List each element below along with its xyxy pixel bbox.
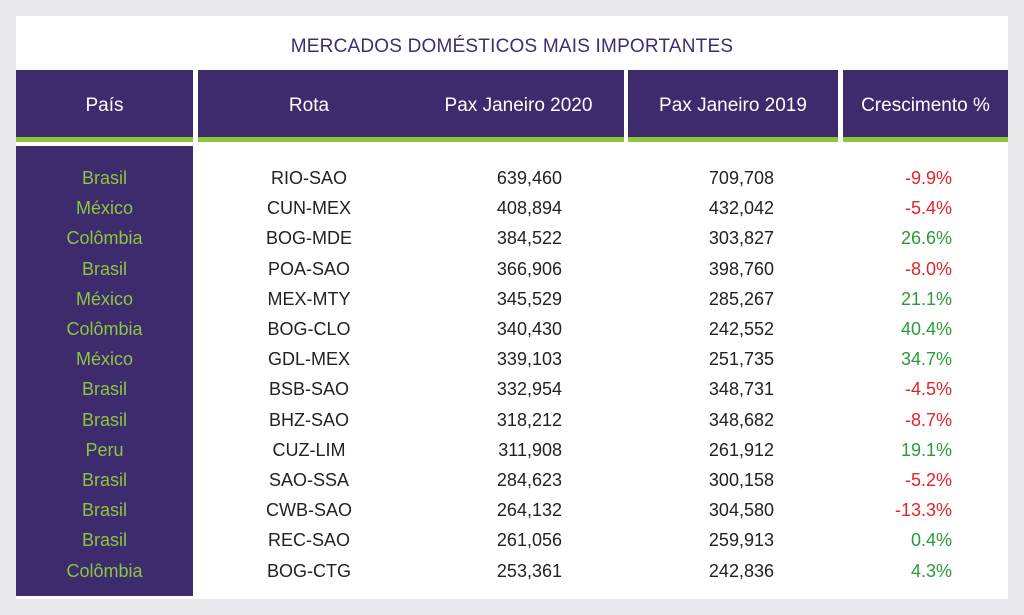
table-row: Brasil REC-SAO 261,056 259,913 0.4%	[16, 525, 1008, 555]
cell-rota: GDL-MEX	[267, 349, 350, 370]
table-row: Brasil BSB-SAO 332,954 348,731 -4.5%	[16, 374, 1008, 404]
cell-pais: Colômbia	[66, 560, 143, 581]
cell-rota: BOG-CLO	[267, 319, 351, 339]
cell-rota: CWB-SAO	[265, 500, 352, 521]
cell-pax-2020: 332,954	[496, 379, 562, 400]
cell-pais: Peru	[85, 439, 124, 460]
cell-pax-2019: 709,708	[708, 168, 774, 188]
cell-pais: Brasil	[81, 470, 127, 490]
cell-pax-2020: 284,623	[496, 470, 562, 490]
cell-pax-2020: 384,522	[496, 228, 562, 249]
cell-pax-2019: 251,735	[708, 349, 774, 370]
cell-rota: CUN-MEX	[267, 198, 351, 219]
cell-pais: México	[75, 198, 133, 219]
table-row: Brasil RIO-SAO 639,460 709,708 -9.9%	[16, 163, 1008, 193]
cell-pax-2020: 639,460	[496, 168, 562, 188]
cell-pais: Brasil	[81, 258, 127, 279]
cell-crescimento: 4.3%	[910, 560, 952, 581]
cell-pax-2019: 304,580	[708, 500, 774, 521]
cell-pax-2019: 300,158	[708, 470, 774, 490]
cell-crescimento: -13.3%	[894, 500, 952, 521]
cell-pax-2020: 261,056	[496, 530, 562, 551]
cell-crescimento: 0.4%	[910, 530, 952, 551]
header-crescimento: Crescimento %	[843, 70, 1008, 142]
cell-pax-2019: 398,760	[708, 258, 774, 279]
cell-pais: Brasil	[81, 500, 127, 521]
cell-pax-2020: 264,132	[496, 500, 562, 521]
cell-pais: Brasil	[81, 379, 127, 400]
cell-pax-2019: 259,913	[708, 530, 774, 551]
header-pax-2020: Pax Janeiro 2020	[413, 70, 624, 142]
cell-pax-2019: 285,267	[708, 288, 774, 309]
cell-crescimento: -5.4%	[904, 198, 952, 219]
header-pais: País	[16, 70, 193, 142]
cell-pax-2019: 242,552	[708, 319, 774, 339]
cell-crescimento: -9.9%	[904, 168, 952, 188]
table-title: MERCADOS DOMÉSTICOS MAIS IMPORTANTES	[290, 36, 734, 57]
cell-crescimento: 26.6%	[900, 228, 952, 249]
cell-pax-2019: 348,682	[708, 409, 774, 430]
cell-pax-2019: 348,731	[708, 379, 774, 400]
table-row: Peru CUZ-LIM 311,908 261,912 19.1%	[16, 435, 1008, 465]
cell-crescimento: -8.7%	[904, 409, 952, 430]
cell-crescimento: 21.1%	[900, 288, 952, 309]
cell-crescimento: -8.0%	[904, 258, 952, 279]
cell-rota: POA-SAO	[267, 258, 351, 279]
table-row: Brasil POA-SAO 366,906 398,760 -8.0%	[16, 254, 1008, 284]
header-pax-2019: Pax Janeiro 2019	[628, 70, 838, 142]
cell-pax-2020: 340,430	[496, 319, 562, 339]
table-row: Brasil CWB-SAO 264,132 304,580 -13.3%	[16, 495, 1008, 525]
table-row: Colômbia BOG-MDE 384,522 303,827 26.6%	[16, 223, 1008, 253]
table-card: MERCADOS DOMÉSTICOS MAIS IMPORTANTES Paí…	[16, 16, 1008, 599]
cell-rota: REC-SAO	[267, 530, 350, 551]
pais-column-background	[16, 146, 193, 596]
table-row: México CUN-MEX 408,894 432,042 -5.4%	[16, 193, 1008, 223]
cell-rota: CUZ-LIM	[272, 439, 346, 460]
cell-pax-2019: 242,836	[708, 560, 774, 581]
cell-rota: BOG-MDE	[265, 228, 352, 249]
cell-pais: México	[75, 349, 133, 370]
cell-rota: MEX-MTY	[267, 288, 351, 309]
table-row: Brasil BHZ-SAO 318,212 348,682 -8.7%	[16, 405, 1008, 435]
cell-pax-2019: 303,827	[708, 228, 774, 249]
cell-crescimento: -4.5%	[904, 379, 952, 400]
cell-pax-2020: 311,908	[498, 439, 562, 460]
cell-rota: BHZ-SAO	[268, 409, 349, 430]
cell-rota: BOG-CTG	[267, 560, 351, 581]
header-rota: Rota	[198, 70, 420, 142]
cell-pax-2019: 261,912	[708, 439, 774, 460]
cell-pais: Colômbia	[66, 319, 143, 339]
table-row: México GDL-MEX 339,103 251,735 34.7%	[16, 344, 1008, 374]
cell-pax-2020: 408,894	[496, 198, 562, 219]
cell-crescimento: 34.7%	[900, 349, 952, 370]
cell-crescimento: -5.2%	[904, 470, 952, 490]
cell-rota: RIO-SAO	[270, 168, 347, 188]
cell-rota: SAO-SSA	[268, 470, 350, 490]
cell-pais: Brasil	[81, 168, 127, 188]
cell-pais: Colômbia	[66, 228, 143, 249]
cell-crescimento: 19.1%	[900, 439, 952, 460]
cell-pais: Brasil	[81, 530, 127, 551]
cell-rota: BSB-SAO	[268, 379, 350, 400]
cell-pax-2020: 318,212	[496, 409, 562, 430]
table-row: Colômbia BOG-CTG 253,361 242,836 4.3%	[16, 556, 1008, 586]
cell-pax-2019: 432,042	[708, 198, 774, 219]
cell-pax-2020: 345,529	[496, 288, 562, 309]
cell-pax-2020: 253,361	[496, 560, 562, 581]
cell-pax-2020: 366,906	[496, 258, 562, 279]
table-row: México MEX-MTY 345,529 285,267 21.1%	[16, 284, 1008, 314]
cell-pais: Brasil	[81, 409, 127, 430]
table-row: Brasil SAO-SSA 284,623 300,158 -5.2%	[16, 465, 1008, 495]
cell-crescimento: 40.4%	[900, 319, 952, 339]
cell-pais: México	[75, 288, 133, 309]
table-row: Colômbia BOG-CLO 340,430 242,552 40.4%	[16, 314, 1008, 344]
cell-pax-2020: 339,103	[496, 349, 562, 370]
